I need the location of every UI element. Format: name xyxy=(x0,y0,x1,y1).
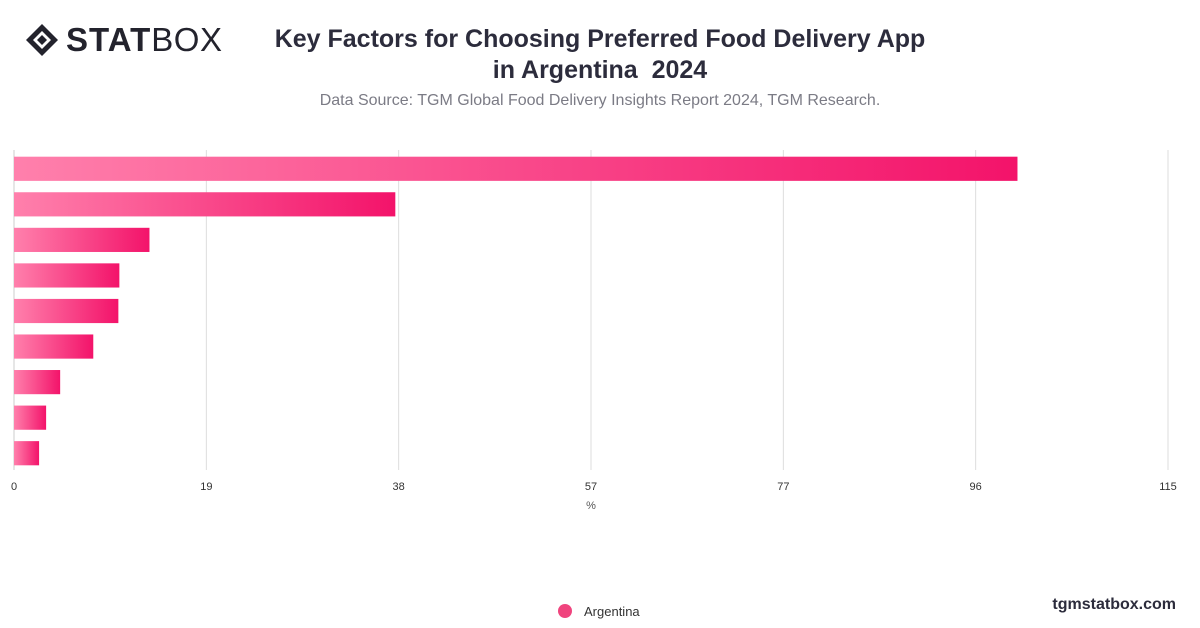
x-tick-label: 77 xyxy=(777,481,789,493)
bar[interactable] xyxy=(14,334,94,359)
bar[interactable] xyxy=(14,441,40,466)
bar[interactable] xyxy=(14,156,1018,181)
x-tick-label: 96 xyxy=(970,481,982,493)
bar[interactable] xyxy=(14,405,47,430)
x-tick-label: 0 xyxy=(11,481,17,493)
chart-title-line2: in Argentina 2024 xyxy=(492,56,708,84)
logo-light: BOX xyxy=(151,21,223,58)
x-axis-ticks: 0 19 38 57 77 96 115 xyxy=(11,481,1177,493)
logo-wordmark: STATBOX xyxy=(66,22,222,58)
footer-site[interactable]: tgmstatbox.com xyxy=(1052,596,1176,613)
bar[interactable] xyxy=(14,370,61,395)
bar[interactable] xyxy=(14,192,396,217)
x-tick-label: 115 xyxy=(1159,481,1177,493)
x-axis-label: % xyxy=(586,500,596,512)
legend-swatch-icon xyxy=(558,604,572,618)
bar[interactable] xyxy=(14,227,150,252)
bar[interactable] xyxy=(14,263,120,288)
bars xyxy=(14,156,1018,466)
logo-bold: STAT xyxy=(66,21,152,58)
x-tick-label: 57 xyxy=(585,481,597,493)
x-tick-label: 19 xyxy=(200,481,212,493)
logo-diamond-icon xyxy=(26,24,58,56)
bar[interactable] xyxy=(14,298,119,324)
legend-label: Argentina xyxy=(584,603,640,619)
legend[interactable]: Argentina xyxy=(558,601,640,621)
chart-subtitle: Data Source: TGM Global Food Delivery In… xyxy=(319,92,881,109)
statbox-logo: STATBOX xyxy=(24,22,234,62)
bar-chart: 0 19 38 57 77 96 115 % xyxy=(11,150,1177,512)
chart-title: Key Factors for Choosing Preferred Food … xyxy=(200,24,1000,86)
chart-title-line1: Key Factors for Choosing Preferred Food … xyxy=(274,25,926,53)
x-tick-label: 38 xyxy=(393,481,405,493)
